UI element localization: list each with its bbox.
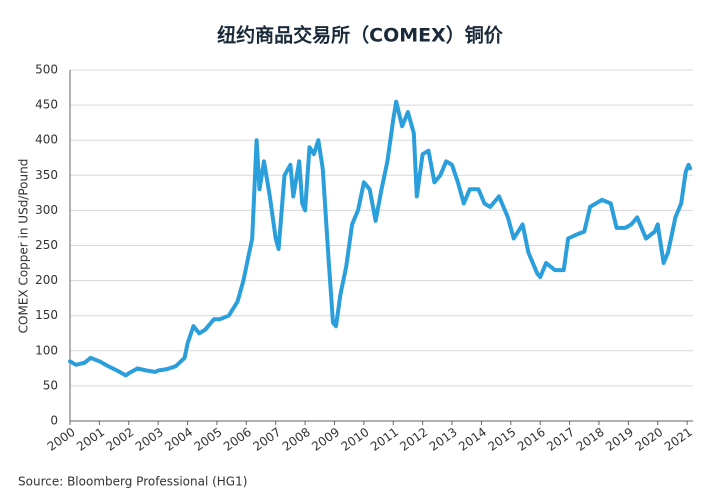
x-tick-label: 2008 <box>280 425 313 454</box>
y-tick-label: 50 <box>43 378 58 392</box>
y-tick-label: 300 <box>35 203 58 217</box>
x-tick-label: 2021 <box>662 425 695 454</box>
x-tick-label: 2016 <box>515 425 548 454</box>
chart-title: 纽约商品交易所（COMEX）铜价 <box>217 24 504 47</box>
y-tick-label: 0 <box>50 414 58 428</box>
y-tick-label: 200 <box>35 273 58 287</box>
y-tick-label: 250 <box>35 238 58 252</box>
x-tick-label: 2017 <box>544 425 577 454</box>
x-tick-label: 2004 <box>162 425 195 454</box>
y-tick-label: 100 <box>35 343 58 357</box>
x-tick-label: 2009 <box>309 425 342 454</box>
x-tick-label: 2012 <box>397 425 430 454</box>
x-tick-label: 2013 <box>427 425 460 454</box>
y-tick-label: 500 <box>35 63 58 77</box>
y-tick-label: 450 <box>35 98 58 112</box>
x-tick-label: 2003 <box>133 425 166 454</box>
x-tick-label: 2011 <box>368 425 401 454</box>
x-tick-label: 2010 <box>339 425 372 454</box>
x-tick-label: 2020 <box>632 425 665 454</box>
x-tick-label: 2015 <box>485 425 518 454</box>
y-tick-label: 400 <box>35 133 58 147</box>
y-tick-label: 350 <box>35 168 58 182</box>
y-axis-label: COMEX Copper in USd/Pound <box>17 159 31 334</box>
x-tick-label: 2000 <box>45 425 78 454</box>
x-tick-label: 2014 <box>456 425 489 454</box>
x-tick-label: 2002 <box>103 425 136 454</box>
x-tick-label: 2019 <box>603 425 636 454</box>
price-line <box>68 99 693 378</box>
x-tick-label: 2005 <box>192 425 225 454</box>
x-tick-label: 2007 <box>250 425 283 454</box>
x-tick-label: 2001 <box>74 425 107 454</box>
source-note: Source: Bloomberg Professional (HG1) <box>18 475 247 489</box>
x-tick-label: 2006 <box>221 425 254 454</box>
x-tick-label: 2018 <box>574 425 607 454</box>
y-tick-label: 150 <box>35 308 58 322</box>
